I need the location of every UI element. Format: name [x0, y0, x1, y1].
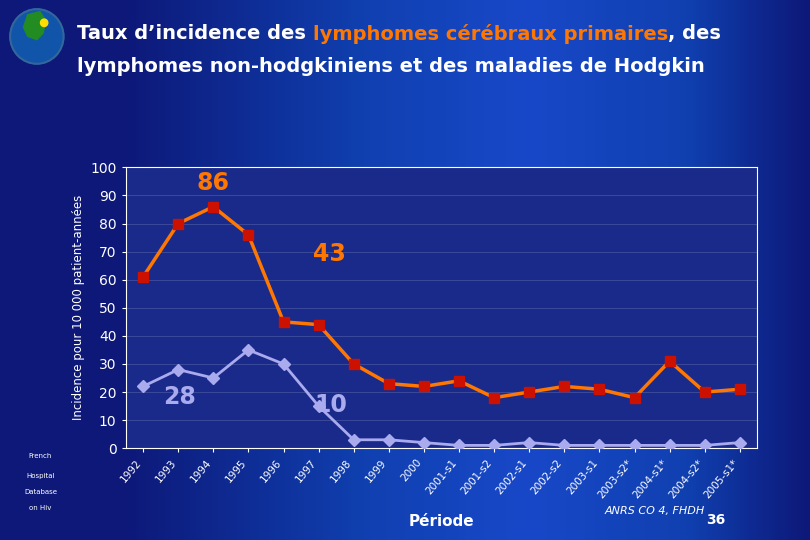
Text: lymphomes cérébraux primaires: lymphomes cérébraux primaires	[313, 24, 667, 44]
Text: 86: 86	[197, 172, 230, 195]
Text: Taux d’incidence des: Taux d’incidence des	[77, 24, 313, 43]
Circle shape	[10, 9, 63, 64]
Text: lymphomes non-hodgkiniens et des maladies de Hodgkin: lymphomes non-hodgkiniens et des maladie…	[77, 57, 705, 76]
Polygon shape	[23, 11, 46, 39]
Text: 36: 36	[706, 512, 725, 526]
Text: ANRS CO 4, FHDH: ANRS CO 4, FHDH	[604, 505, 705, 516]
Text: French: French	[29, 453, 52, 460]
Y-axis label: Incidence pour 10 000 patient-années: Incidence pour 10 000 patient-années	[71, 195, 84, 421]
Text: 43: 43	[313, 242, 346, 266]
Text: , des: , des	[667, 24, 721, 43]
Text: Hospital: Hospital	[26, 472, 55, 479]
X-axis label: Période: Période	[408, 514, 475, 529]
Text: 28: 28	[164, 385, 196, 409]
Text: on Hiv: on Hiv	[29, 505, 52, 511]
Text: Database: Database	[24, 489, 57, 495]
Circle shape	[40, 19, 48, 26]
Text: 10: 10	[314, 393, 347, 417]
